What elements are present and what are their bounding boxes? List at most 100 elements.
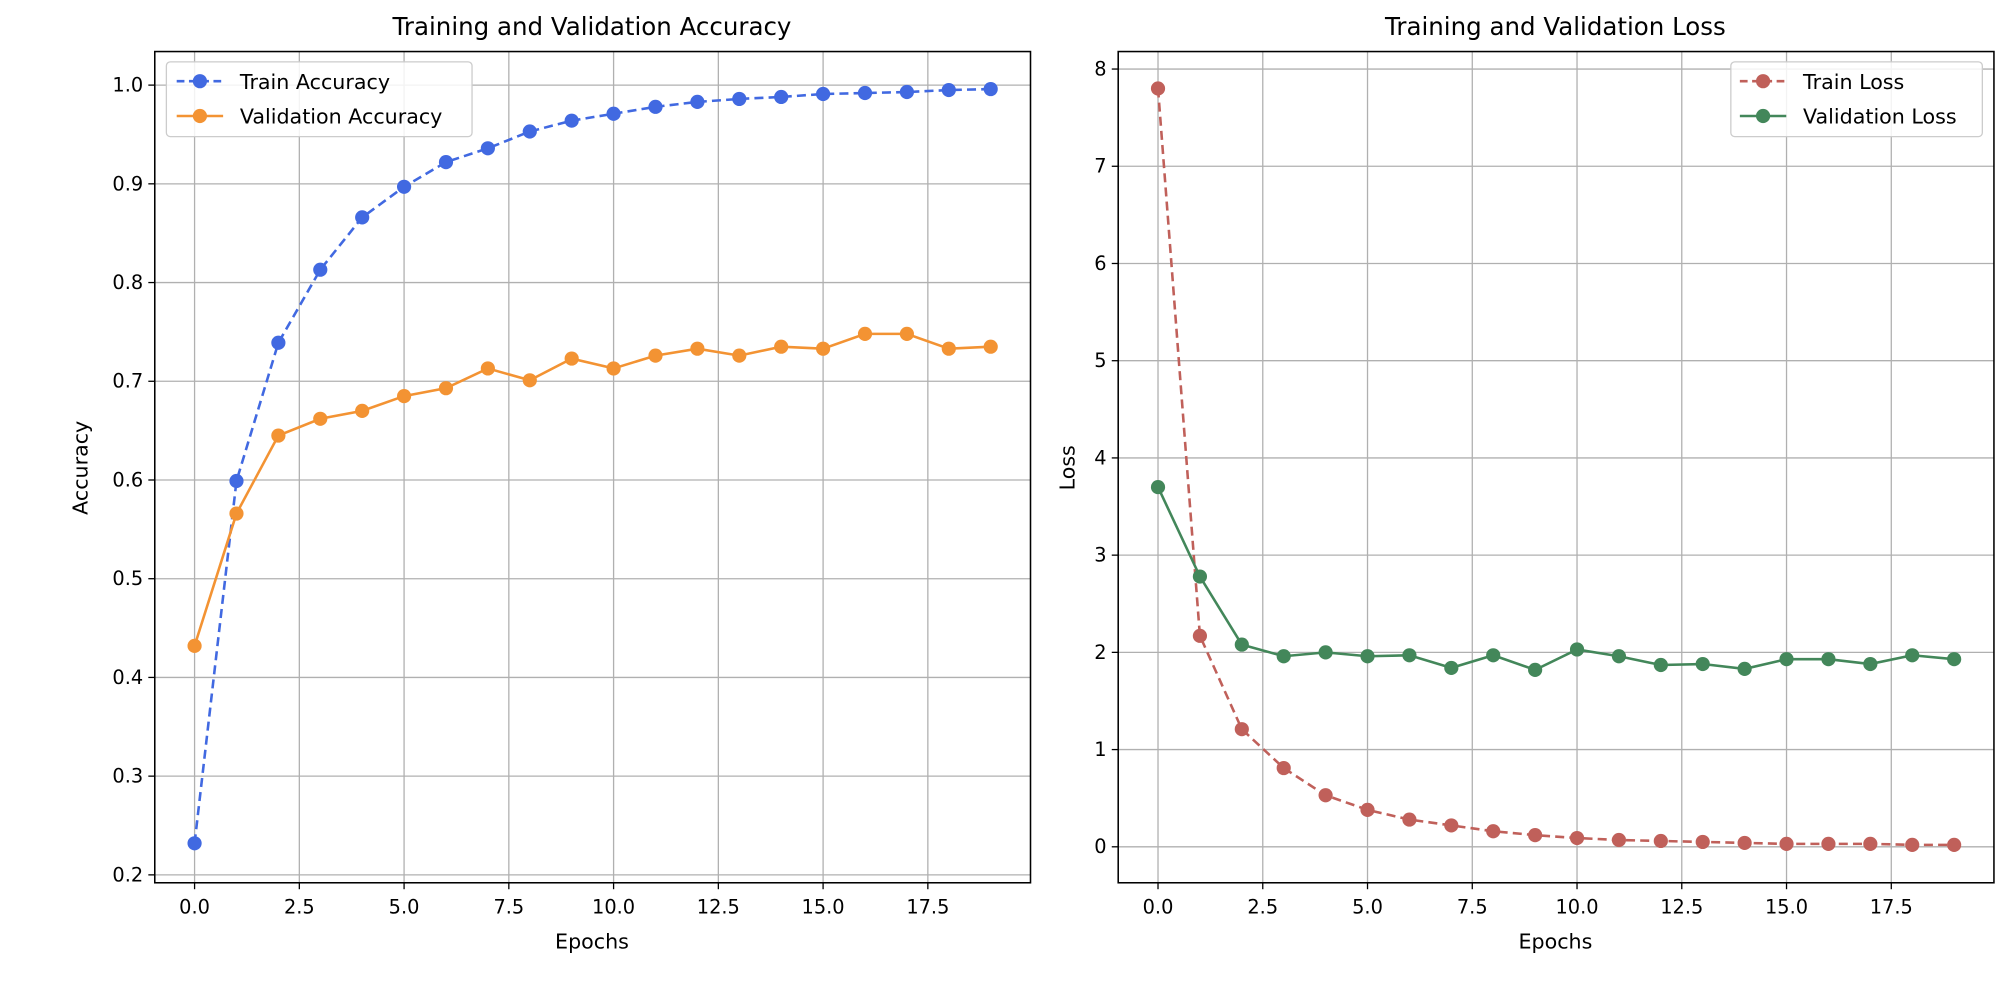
data-point-marker xyxy=(271,428,286,443)
data-point-marker xyxy=(1737,835,1752,850)
data-point-marker xyxy=(480,361,495,376)
data-point-marker xyxy=(1905,648,1920,663)
data-point-marker xyxy=(690,94,705,109)
validation-loss-series xyxy=(1150,480,1962,677)
validation-accuracy-series xyxy=(187,326,998,653)
data-point-marker xyxy=(1653,833,1668,849)
train-loss-legend-marker xyxy=(1755,74,1771,89)
data-point-marker xyxy=(438,155,454,170)
data-point-marker xyxy=(355,403,370,418)
y-tick-label: 7 xyxy=(1094,155,1106,178)
data-point-marker xyxy=(1779,652,1794,667)
validation-loss-legend-marker xyxy=(1755,108,1771,124)
train-accuracy-legend-marker xyxy=(192,74,208,89)
x-tick-label: 5.0 xyxy=(389,896,420,919)
data-point-marker xyxy=(1150,81,1166,96)
data-point-marker xyxy=(774,339,789,354)
data-point-marker xyxy=(1569,642,1585,657)
data-point-marker xyxy=(648,348,663,363)
loss-xlabel: Epochs xyxy=(1518,930,1592,954)
x-tick-label: 0.0 xyxy=(1143,896,1174,919)
data-point-marker xyxy=(1402,812,1417,827)
data-point-marker xyxy=(1402,648,1417,663)
data-point-marker xyxy=(438,381,454,396)
data-point-marker xyxy=(941,341,956,356)
y-tick-label: 0.6 xyxy=(112,468,143,491)
data-point-marker xyxy=(1569,830,1585,846)
x-tick-label: 7.5 xyxy=(1457,896,1488,919)
x-tick-label: 7.5 xyxy=(493,896,524,919)
data-point-marker xyxy=(396,388,412,404)
data-point-marker xyxy=(1653,657,1668,673)
loss-series xyxy=(1150,81,1962,852)
data-point-marker xyxy=(564,351,579,366)
validation-loss-legend-label: Validation Loss xyxy=(1803,105,1957,129)
data-point-marker xyxy=(983,339,998,354)
accuracy-ticks: 0.0 2.5 5.0 7.5 10.0 12.5 15.0 17.5 0.2 0.3 0.4 0.5… xyxy=(112,74,949,919)
data-point-marker xyxy=(1695,834,1710,850)
train-accuracy-legend-label: Train Accuracy xyxy=(239,70,390,94)
data-point-marker xyxy=(899,84,914,100)
train-accuracy-series xyxy=(187,81,998,851)
data-point-marker xyxy=(522,373,537,388)
data-point-marker xyxy=(1486,824,1501,839)
data-point-marker xyxy=(857,85,873,101)
accuracy-chart: Training and Validation Accuracy 0.0 2.5 5… xyxy=(69,12,1032,954)
accuracy-legend: Train Accuracy Validation Accuracy xyxy=(165,61,473,138)
data-point-marker xyxy=(1821,652,1836,667)
data-point-marker xyxy=(564,113,579,128)
data-point-marker xyxy=(1528,828,1543,843)
loss-grid xyxy=(1118,51,1994,883)
train-loss-series xyxy=(1150,81,1962,852)
y-tick-label: 1 xyxy=(1094,738,1106,761)
data-point-marker xyxy=(1276,649,1291,664)
loss-ticks: 0.0 2.5 5.0 7.5 10.0 12.5 15.0 17.5 0 1 2 3 4 5 6 7 8 xyxy=(1094,57,1913,918)
data-point-marker xyxy=(1737,661,1752,676)
data-point-marker xyxy=(899,326,914,341)
data-point-marker xyxy=(1611,832,1627,848)
data-point-marker xyxy=(522,124,537,139)
x-tick-label: 17.5 xyxy=(1870,896,1913,919)
data-point-marker xyxy=(816,86,831,102)
data-point-marker xyxy=(355,210,370,225)
data-point-marker xyxy=(1821,836,1836,851)
accuracy-grid xyxy=(154,51,1031,883)
loss-chart-title: Training and Validation Loss xyxy=(1384,12,1726,41)
data-point-marker xyxy=(648,99,663,114)
y-tick-label: 0.7 xyxy=(112,370,143,393)
data-point-marker xyxy=(1486,648,1501,663)
loss-chart: Training and Validation Loss 0.0 2.5 5.0 7.… xyxy=(1055,12,1995,954)
x-tick-label: 5.0 xyxy=(1352,896,1383,919)
data-point-marker xyxy=(1611,649,1627,664)
data-point-marker xyxy=(1192,569,1208,584)
data-point-marker xyxy=(1234,722,1249,737)
y-tick-label: 2 xyxy=(1094,641,1106,664)
data-point-marker xyxy=(857,326,873,341)
accuracy-chart-title: Training and Validation Accuracy xyxy=(392,12,792,41)
x-tick-label: 17.5 xyxy=(906,896,949,919)
data-point-marker xyxy=(816,341,831,356)
accuracy-xlabel: Epochs xyxy=(555,930,629,954)
data-point-marker xyxy=(1905,837,1920,852)
data-point-marker xyxy=(1863,836,1878,851)
data-point-marker xyxy=(480,141,495,156)
data-point-marker xyxy=(1318,645,1333,660)
y-tick-label: 0.2 xyxy=(112,863,143,886)
x-tick-label: 12.5 xyxy=(1660,896,1703,919)
data-point-marker xyxy=(229,473,244,489)
data-point-marker xyxy=(1444,660,1459,676)
data-point-marker xyxy=(606,106,621,121)
x-tick-label: 2.5 xyxy=(284,896,315,919)
validation-accuracy-legend-label: Validation Accuracy xyxy=(240,105,443,129)
loss-ylabel: Loss xyxy=(1055,445,1079,490)
data-point-marker xyxy=(732,91,747,107)
data-point-marker xyxy=(1947,652,1962,667)
y-tick-label: 4 xyxy=(1094,446,1106,469)
data-point-marker xyxy=(1863,656,1878,672)
y-tick-label: 0.5 xyxy=(112,567,143,590)
data-point-marker xyxy=(732,348,747,363)
data-point-marker xyxy=(1444,818,1459,833)
y-tick-label: 0.3 xyxy=(112,765,143,788)
data-point-marker xyxy=(396,179,412,194)
